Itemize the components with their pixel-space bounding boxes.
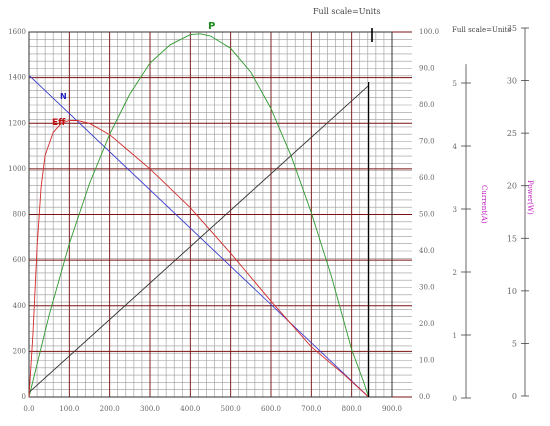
mid-tick-label: 20.0 [419,320,435,328]
x-tick-label: 100.0 [59,405,79,413]
current-tick-label: 3 [453,206,457,214]
header-full-scale-side: Full scale=Units [452,26,511,34]
mid-tick-label: 70.0 [419,138,435,146]
series-label-n: N [60,92,67,101]
left-tick-label: 1200 [8,119,26,127]
mid-tick-label: 80.0 [419,101,435,109]
left-tick-label: 1400 [8,74,26,82]
power-axis-title: Power(W) [526,180,534,215]
left-tick-label: 1000 [8,165,26,173]
mid-tick-label: 0.0 [419,393,430,401]
power-tick-label: 5 [512,339,517,348]
left-tick-label: 600 [13,256,26,264]
mid-tick-label: 60.0 [419,174,435,182]
mid-tick-label: 40.0 [419,247,435,255]
mid-tick-label: 30.0 [419,284,435,292]
power-tick-label: 10 [507,287,517,296]
current-tick-label: 0 [453,395,457,403]
axes: 020040060080010001200140016000.010.020.0… [8,24,529,413]
header-full-scale: Full scale=Units [313,7,381,16]
x-tick-label: 400.0 [180,405,200,413]
left-tick-label: 800 [13,211,26,219]
left-tick-label: 400 [13,302,26,310]
left-tick-label: 0 [22,393,26,401]
grid [28,31,412,398]
current-axis-title: Current(A) [480,185,488,224]
series-n-line [28,74,369,398]
left-tick-label: 1600 [8,28,26,36]
series-label-p: P [208,21,215,32]
x-tick-label: 0.0 [23,405,34,413]
power-tick-label: 20 [507,182,517,191]
mid-tick-label: 50.0 [419,211,435,219]
power-tick-label: 25 [507,129,517,138]
current-tick-label: 1 [453,332,457,340]
x-tick-label: 900.0 [382,405,402,413]
power-tick-label: 35 [507,24,517,33]
power-tick-label: 0 [512,392,517,401]
left-tick-label: 200 [13,347,26,355]
x-tick-label: 300.0 [140,405,160,413]
power-tick-label: 15 [507,234,517,243]
series-p-line [28,33,370,398]
series-label-eff: Eff [52,118,66,128]
mid-tick-label: 90.0 [419,65,435,73]
series-i-line [28,85,369,393]
current-tick-label: 4 [453,143,458,151]
mid-tick-label: 100.0 [419,28,439,36]
plot-frame [28,31,393,398]
mid-tick-label: 10.0 [419,357,435,365]
x-tick-label: 700.0 [301,405,321,413]
series-eff-line [28,120,369,398]
x-tick-label: 600.0 [261,405,281,413]
series-layer [28,28,373,398]
current-tick-label: 2 [453,269,457,277]
x-tick-label: 500.0 [221,405,241,413]
x-tick-label: 800.0 [342,405,362,413]
power-tick-label: 30 [507,77,517,86]
current-tick-label: 5 [453,80,457,88]
x-tick-label: 200.0 [100,405,120,413]
